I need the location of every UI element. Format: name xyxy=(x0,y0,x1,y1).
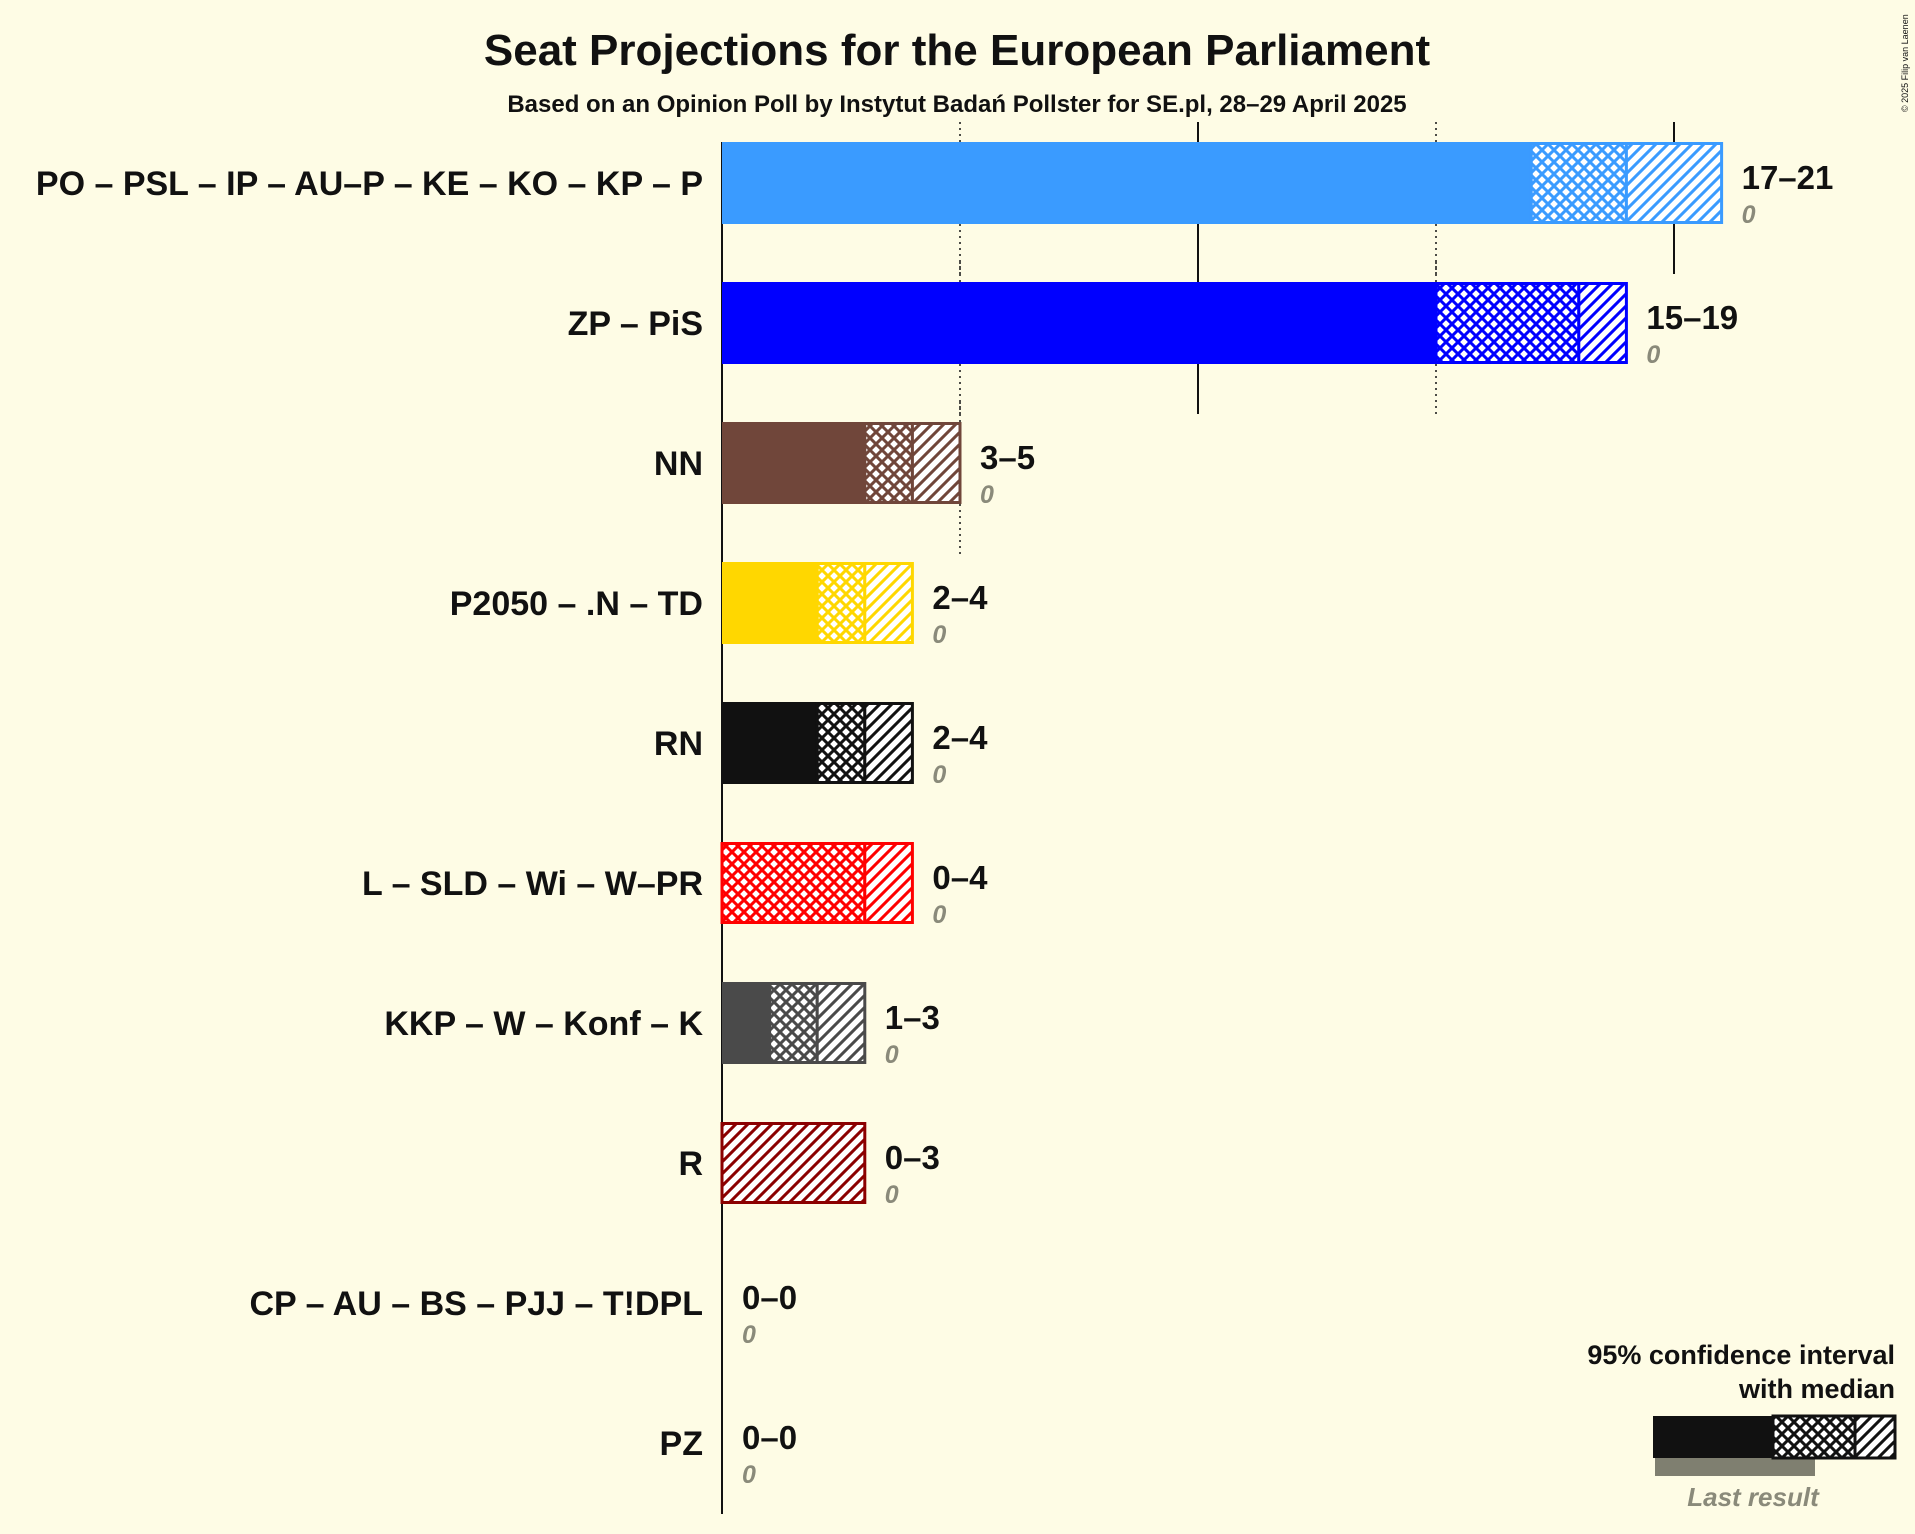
party-label: ZP – PiS xyxy=(568,305,703,343)
range-label: 3–5 xyxy=(980,439,1035,476)
range-label: 0–0 xyxy=(742,1279,797,1316)
range-label: 0–4 xyxy=(932,859,988,896)
party-label: P2050 – .N – TD xyxy=(450,585,703,623)
range-label: 2–4 xyxy=(932,579,988,616)
bar-solid-segment xyxy=(722,982,770,1064)
legend-diag-segment xyxy=(1853,1414,1897,1460)
bar-upper-segment xyxy=(910,422,962,504)
legend-cross-segment xyxy=(1771,1414,1857,1460)
chart-title: Seat Projections for the European Parlia… xyxy=(484,26,1431,75)
bar-median-segment xyxy=(815,702,867,784)
last-result-label: 0 xyxy=(932,621,946,649)
party-row: KKP – W – Konf – K 1–3 0 xyxy=(384,982,940,1069)
party-row: P2050 – .N – TD 2–4 0 xyxy=(450,562,988,649)
range-label: 1–3 xyxy=(885,999,940,1036)
party-label: RN xyxy=(654,725,703,763)
range-label: 17–21 xyxy=(1742,159,1834,196)
party-label: CP – AU – BS – PJJ – T!DPL xyxy=(250,1285,704,1323)
party-label: KKP – W – Konf – K xyxy=(384,1005,703,1043)
bar-median-segment xyxy=(768,982,819,1064)
legend: 95% confidence interval with median Last… xyxy=(1587,1340,1897,1512)
range-label: 15–19 xyxy=(1646,299,1738,336)
bar-solid-segment xyxy=(722,142,1532,224)
legend-solid-segment xyxy=(1653,1416,1773,1458)
party-label: PZ xyxy=(660,1425,703,1463)
last-result-label: 0 xyxy=(742,1321,756,1349)
chart-subtitle: Based on an Opinion Poll by Instytut Bad… xyxy=(507,91,1406,118)
bar-median-segment xyxy=(720,842,867,924)
copyright-notice: © 2025 Filip van Laenen xyxy=(1900,14,1910,112)
party-row: ZP – PiS 15–19 0 xyxy=(568,282,1738,369)
last-result-label: 0 xyxy=(1646,341,1660,369)
party-label: L – SLD – Wi – W–PR xyxy=(362,865,703,903)
bar-upper-segment xyxy=(1624,142,1724,224)
last-result-label: 0 xyxy=(980,481,994,509)
last-result-label: 0 xyxy=(932,901,946,929)
bar-median-segment xyxy=(1434,282,1581,364)
bar-upper-segment xyxy=(863,842,914,924)
party-row: RN 2–4 0 xyxy=(654,702,988,789)
legend-last-result-label: Last result xyxy=(1687,1482,1820,1512)
party-row: PO – PSL – IP – AU–P – KE – KO – KP – P 1… xyxy=(36,142,1833,229)
range-label: 2–4 xyxy=(932,719,988,756)
bar-upper-segment xyxy=(863,562,914,644)
bar-upper-segment xyxy=(815,982,867,1064)
party-row: R 0–3 0 xyxy=(678,1122,940,1209)
party-label: NN xyxy=(654,445,703,483)
bar-upper-segment xyxy=(720,1122,867,1204)
party-label: PO – PSL – IP – AU–P – KE – KO – KP – P xyxy=(36,165,703,203)
party-row: PZ 0–0 0 xyxy=(660,1419,798,1489)
party-row: NN 3–5 0 xyxy=(654,422,1035,509)
bars-group: PO – PSL – IP – AU–P – KE – KO – KP – P 1… xyxy=(36,142,1833,1489)
bar-median-segment xyxy=(815,562,867,644)
legend-line-2: with median xyxy=(1738,1374,1895,1404)
bar-solid-segment xyxy=(722,702,818,784)
party-label: R xyxy=(678,1145,703,1183)
bar-upper-segment xyxy=(1577,282,1628,364)
last-result-label: 0 xyxy=(1742,201,1756,229)
bar-median-segment xyxy=(863,422,914,504)
range-label: 0–3 xyxy=(885,1139,940,1176)
bar-median-segment xyxy=(1529,142,1628,224)
party-row: L – SLD – Wi – W–PR 0–4 0 xyxy=(362,842,988,929)
last-result-label: 0 xyxy=(885,1041,899,1069)
last-result-label: 0 xyxy=(885,1181,899,1209)
legend-line-1: 95% confidence interval xyxy=(1587,1340,1895,1370)
bar-solid-segment xyxy=(722,422,865,504)
bar-solid-segment xyxy=(722,562,818,644)
range-label: 0–0 xyxy=(742,1419,797,1456)
party-row: CP – AU – BS – PJJ – T!DPL 0–0 0 xyxy=(250,1279,798,1349)
bar-upper-segment xyxy=(863,702,914,784)
last-result-label: 0 xyxy=(742,1461,756,1489)
bar-solid-segment xyxy=(722,282,1436,364)
last-result-label: 0 xyxy=(932,761,946,789)
